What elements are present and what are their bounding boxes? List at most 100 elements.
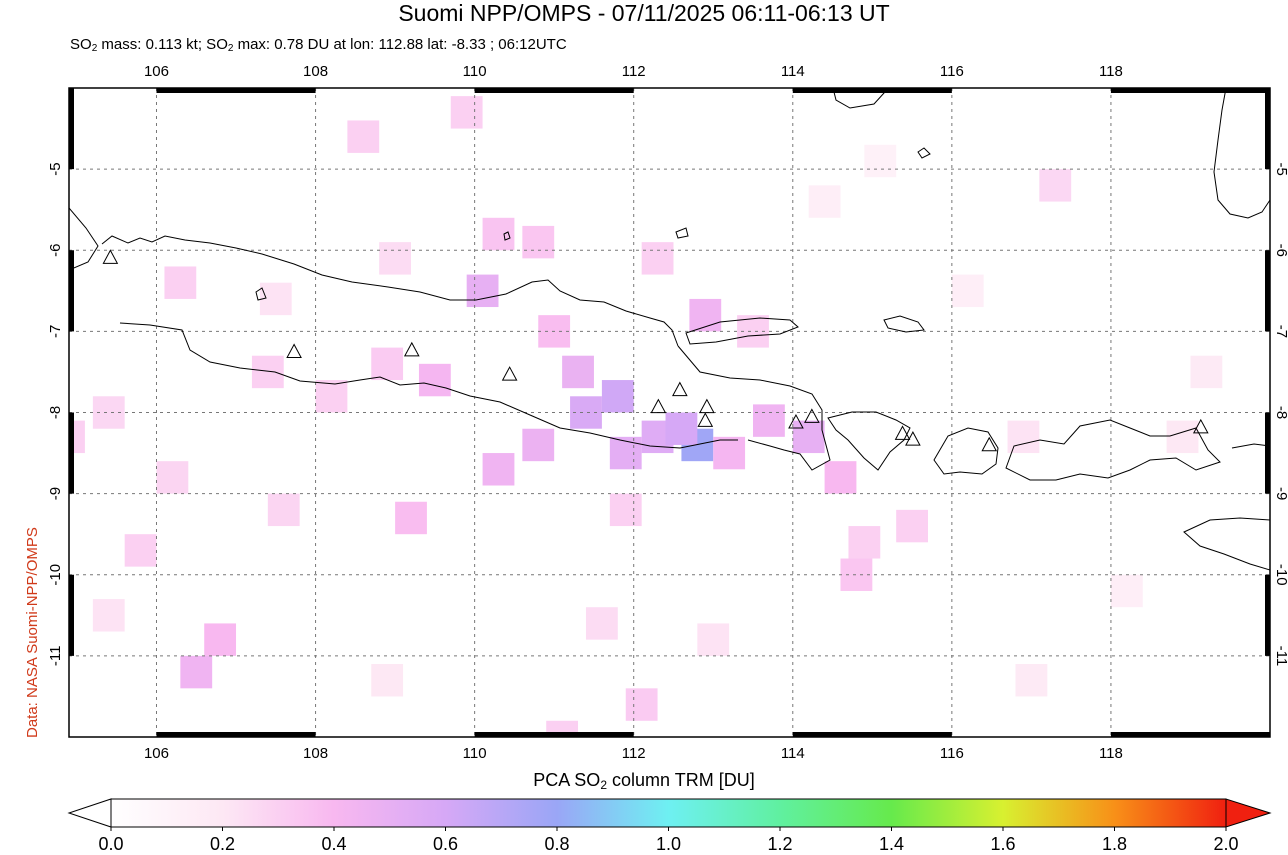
frame-band-right (1265, 574, 1270, 656)
so2-cell (124, 534, 157, 567)
so2-cells-layer (69, 96, 1223, 737)
so2-cell (251, 355, 284, 389)
volcano-triangle-icon (697, 412, 714, 427)
colorbar (67, 798, 1272, 831)
coastline-east-java (677, 345, 831, 471)
coastline-sumatra (69, 207, 99, 271)
lon-tick-label-top: 110 (463, 63, 487, 80)
volcano-triangle-icon (905, 431, 921, 446)
coastline-madura (685, 317, 799, 345)
lon-tick-label-top: 116 (940, 63, 964, 80)
so2-cell (601, 380, 634, 413)
coastline-java-south (119, 322, 738, 449)
subtitle-pre: SO (70, 36, 92, 53)
frame-band-bottom (474, 732, 634, 737)
colorbar-tick-label: 1.0 (655, 834, 682, 854)
frame-band-right (1265, 88, 1270, 170)
lon-tick-label-bottom: 110 (463, 745, 487, 762)
so2-cell (562, 355, 594, 389)
lon-tick-label-top: 108 (303, 63, 328, 80)
lon-tick-label-bottom: 106 (144, 745, 169, 762)
volcano-triangle-icon (102, 249, 119, 264)
so2-cell (482, 453, 515, 486)
so2-cell (315, 380, 348, 413)
colorbar-tick-label: 0.0 (98, 834, 124, 854)
so2-cell (665, 412, 698, 445)
so2-cell (522, 428, 555, 462)
lat-tick-label-left: -7 (47, 325, 64, 338)
so2-cell (641, 242, 674, 275)
coastline-karimunjawa (503, 231, 511, 241)
colorbar-tick-label: 1.2 (767, 834, 793, 854)
coastline-sulawesi (1213, 88, 1270, 219)
so2-cell (609, 493, 642, 527)
so2-cell (1190, 355, 1223, 389)
volcano-triangle-icon (286, 343, 302, 358)
colorbar-tick-label: 0.4 (321, 834, 347, 854)
volcano-triangle-icon (672, 381, 688, 397)
grid-layer (69, 88, 1270, 737)
so2-summary: SO2 mass: 0.113 kt; SO2 max: 0.78 DU at … (70, 36, 567, 58)
coastline-sumba (1183, 517, 1270, 571)
ticks-layer: 106 106 108 108 110 110 112 112 114 114 116 116 118 1… (47, 63, 1288, 762)
lon-tick-label-top: 106 (144, 63, 169, 80)
lat-tick-label-right: -10 (1273, 564, 1288, 586)
so2-cell (1110, 574, 1143, 608)
lon-tick-label-top: 118 (1099, 63, 1123, 80)
so2-cell (482, 217, 515, 251)
lat-tick-label-right: -5 (1273, 162, 1288, 175)
colorbar-over-arrow (1225, 798, 1272, 828)
lon-tick-label-bottom: 114 (781, 745, 805, 762)
colorbar-title: PCA SO2 column TRM [DU] (0, 769, 1288, 796)
so2-cell (180, 655, 213, 689)
volcano-triangle-icon (894, 425, 911, 440)
so2-cell (347, 120, 380, 153)
coastline-java-north (101, 235, 679, 347)
so2-cell (808, 185, 841, 218)
so2-cell (164, 266, 197, 299)
so2-cell (585, 607, 618, 640)
so2-cell (450, 96, 483, 129)
lon-tick-label-bottom: 108 (303, 745, 328, 762)
subtitle-post: max: 0.78 DU at lon: 112.88 lat: -8.33 ;… (233, 36, 567, 53)
so2-cell (1039, 169, 1072, 202)
so2-cell (951, 274, 984, 308)
so2-cell (418, 363, 451, 397)
coastline-small-island-2 (255, 287, 267, 301)
frame-band-left (69, 574, 74, 656)
colorbar-tick-label: 1.4 (878, 834, 905, 854)
coastline-bali (827, 411, 911, 471)
coastline-sumbawa (1005, 419, 1221, 481)
coastline-kangean (883, 315, 925, 333)
so2-cell (753, 404, 785, 437)
lat-tick-label-left: -11 (47, 646, 64, 667)
lat-tick-label-right: -7 (1273, 325, 1288, 338)
colorbar-ramp (110, 798, 1227, 828)
so2-cell (689, 298, 722, 332)
so2-cell (379, 242, 412, 275)
so2-cell (625, 688, 658, 721)
lat-tick-label-right: -11 (1273, 646, 1288, 667)
volcano-layer (102, 249, 1209, 452)
so2-cell (156, 461, 189, 494)
lon-tick-label-bottom: 112 (622, 745, 646, 762)
coastline-layer (69, 88, 1270, 571)
colorbar-tick-label: 1.6 (990, 834, 1016, 854)
so2-cell (522, 225, 555, 259)
colorbar-title-pre: PCA SO (533, 770, 601, 790)
frame-band-left (69, 88, 74, 170)
subtitle-sub1: 2 (91, 43, 98, 54)
colorbar-tick-label: 0.6 (432, 834, 459, 854)
lon-tick-label-bottom: 118 (1099, 745, 1123, 762)
volcano-triangle-icon (1192, 418, 1209, 434)
subtitle-sub2: 2 (227, 43, 234, 54)
frame-band-bottom (156, 732, 316, 737)
lat-tick-label-left: -5 (47, 162, 64, 175)
volcano-triangle-icon (788, 413, 804, 429)
colorbar-tick-label: 2.0 (1213, 834, 1239, 854)
colorbar-title-sub: 2 (600, 778, 607, 792)
lat-tick-label-right: -6 (1273, 244, 1288, 257)
volcano-triangle-icon (501, 366, 518, 381)
so2-cell (609, 436, 642, 470)
frame-band-left (69, 250, 74, 332)
